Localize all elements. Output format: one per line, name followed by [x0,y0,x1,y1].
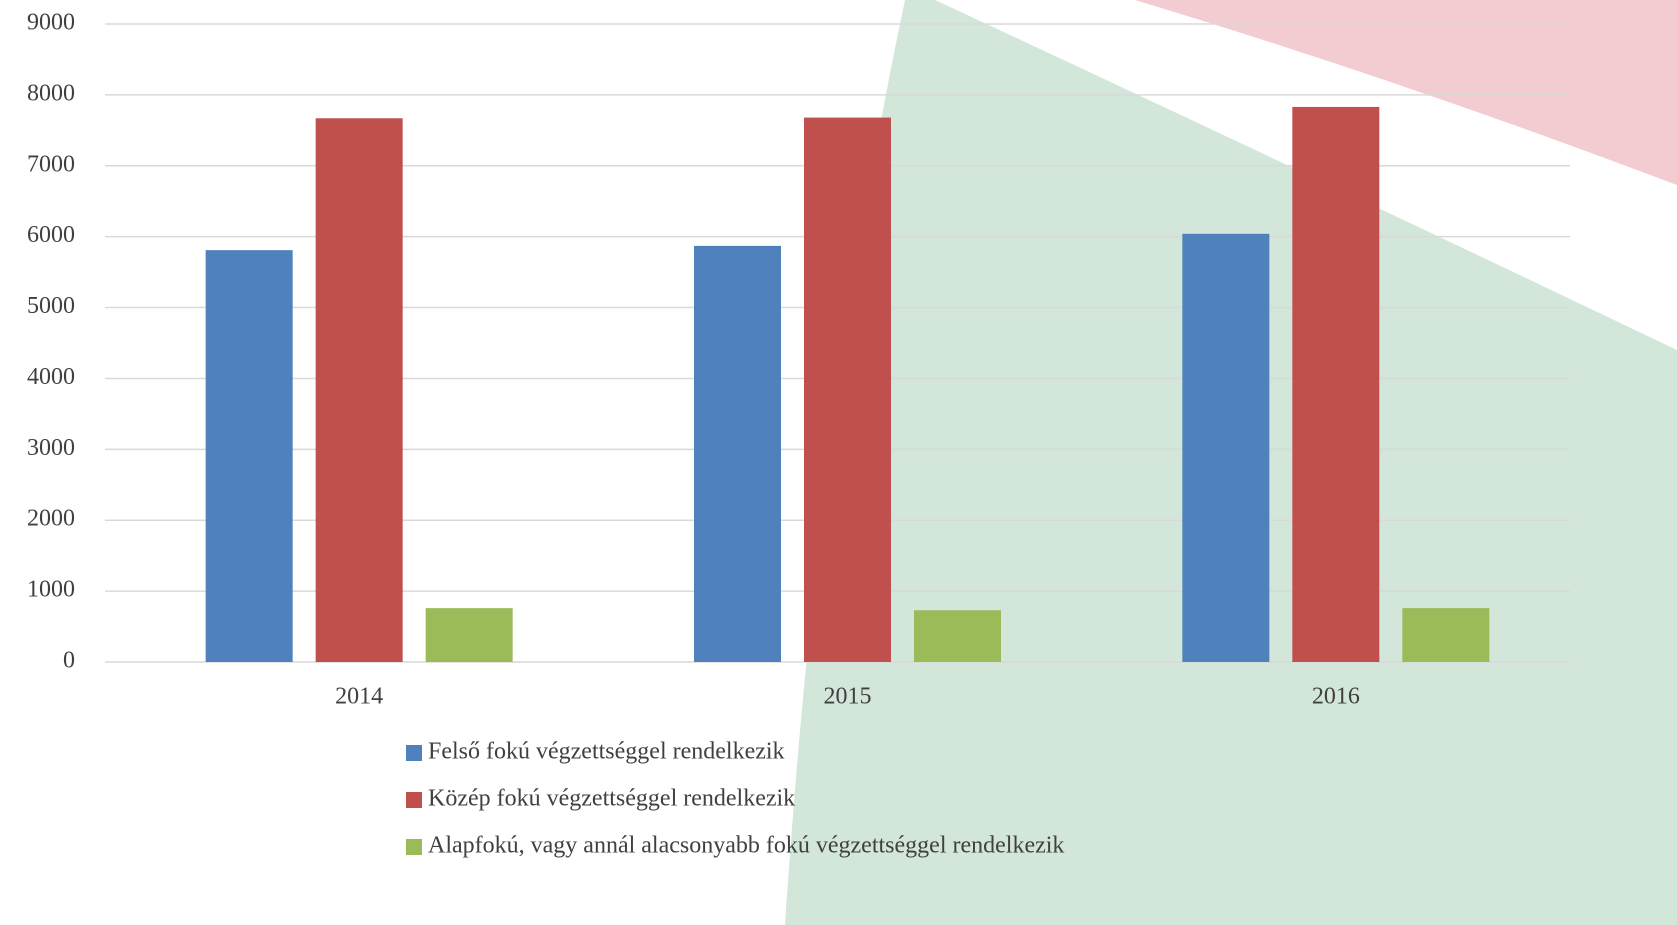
y-tick-label: 8000 [27,80,75,106]
x-tick-label: 2014 [335,684,383,710]
bar [315,118,403,662]
bar [1402,608,1490,662]
y-tick-label: 2000 [27,506,75,532]
bar [1182,233,1270,662]
x-tick-label: 2016 [1312,684,1360,710]
legend-label: Felső fokú végzettséggel rendelkezik [428,739,785,765]
y-tick-label: 3000 [27,435,75,461]
legend-swatch [406,745,422,761]
legend-label: Alapfokú, vagy annál alacsonyabb fokú vé… [428,833,1064,859]
pink-shape [1135,0,1677,185]
bar [205,250,293,662]
bar [1292,106,1380,662]
bar [804,117,891,662]
y-tick-label: 7000 [27,151,75,177]
y-tick-label: 0 [63,648,75,674]
y-tick-label: 6000 [27,222,75,248]
y-tick-label: 4000 [27,364,75,390]
legend-swatch [406,792,422,808]
legend-swatch [406,839,422,855]
y-tick-label: 5000 [27,293,75,319]
bar [425,608,513,662]
x-tick-label: 2015 [824,684,872,710]
bar [914,610,1001,662]
legend-label: Közép fokú végzettséggel rendelkezik [428,786,795,812]
y-tick-label: 1000 [27,577,75,603]
bar [694,245,781,663]
y-tick-label: 9000 [27,10,75,36]
